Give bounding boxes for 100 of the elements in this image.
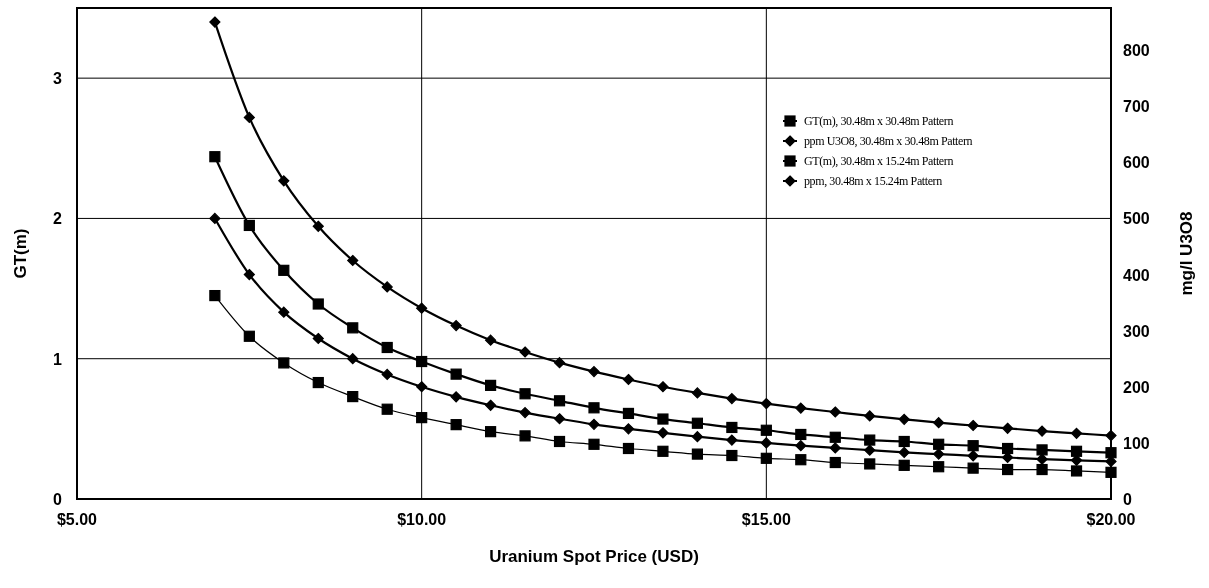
point [657,427,669,439]
point [691,417,703,429]
y-tick-label: 3 [53,70,63,88]
point [726,434,738,446]
point [243,219,255,232]
point [1105,429,1117,442]
point [312,220,324,232]
point [1070,445,1083,457]
point [933,448,945,460]
point [209,289,221,302]
point [622,373,635,386]
point [1036,463,1048,476]
point [829,442,841,454]
point [450,391,462,403]
point [485,426,497,438]
point [347,254,359,267]
x-tick-label: $5.00 [56,511,98,528]
y2-tick-label: 800 [1123,42,1150,60]
y2-tick-label: 100 [1123,434,1150,452]
point [933,438,945,450]
point [381,281,393,293]
point [898,413,910,425]
point [312,332,324,345]
point [278,306,290,318]
point [691,448,703,460]
point [347,322,359,334]
point [519,430,531,442]
point [622,407,635,420]
point [726,392,738,405]
point [209,151,221,163]
point [795,402,807,414]
point [416,355,428,368]
point [864,410,876,422]
x-tick-label: $15.00 [741,511,791,528]
point [933,461,945,473]
point [450,368,462,380]
point [864,458,876,470]
point [381,341,393,354]
point [588,366,600,378]
point [1105,447,1117,459]
point [829,406,841,418]
point [1070,465,1083,477]
y-tick-label: 0 [53,491,63,508]
y2-tick-label: 600 [1123,154,1150,172]
point [519,346,531,358]
y2-axis-title: mg/l U3O8 [1177,211,1196,296]
point [967,450,979,462]
y-axis-title: GT(m) [11,228,30,279]
point [1002,442,1014,455]
point [416,302,428,314]
y2-tick-label: 300 [1123,322,1150,340]
point [864,434,876,446]
point [898,446,910,459]
point [278,175,290,187]
point [657,381,669,393]
point [1036,444,1048,456]
point [312,298,324,310]
legend-label: ppm U3O8, 30.48m x 30.48m Pattern [804,134,973,148]
legend-label: ppm, 30.48m x 15.24m Pattern [804,174,943,188]
point [1105,466,1117,478]
legend-label: GT(m), 30.48m x 30.48m Pattern [804,114,954,128]
point [485,399,497,411]
point [726,449,738,462]
y-tick-label: 1 [53,350,63,368]
point [967,440,979,452]
point [347,353,359,365]
point [1002,463,1014,476]
point [622,442,635,455]
point [243,111,255,124]
point [519,406,531,419]
point [829,456,841,469]
point [553,413,566,425]
y2-tick-label: 500 [1123,210,1150,228]
legend-label: GT(m), 30.48m x 15.24m Pattern [804,154,954,168]
point [485,379,497,391]
point [691,387,703,399]
point [312,376,324,389]
point [209,16,221,28]
point [622,423,635,435]
y-tick-label: 2 [53,210,63,228]
point [967,462,979,474]
x-tick-label: $10.00 [397,511,447,528]
point [898,435,910,448]
point [726,421,738,434]
point [795,440,807,452]
point [829,431,841,443]
x-tick-label: $20.00 [1086,511,1136,528]
point [416,412,428,424]
y2-tick-label: 0 [1123,491,1132,508]
point [450,320,462,332]
point [416,381,428,393]
point [933,417,945,429]
y2-tick-label: 700 [1123,98,1150,116]
point [657,445,669,457]
point [381,403,393,415]
point [760,437,772,449]
point [278,264,290,276]
point [553,357,566,369]
point [795,454,807,466]
point [588,438,600,450]
